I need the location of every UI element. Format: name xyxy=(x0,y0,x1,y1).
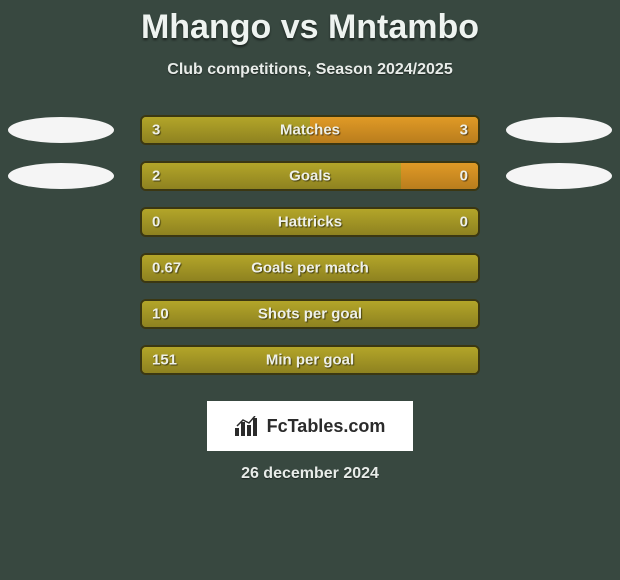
subtitle: Club competitions, Season 2024/2025 xyxy=(0,61,620,79)
stats-panel: 3Matches32Goals00Hattricks00.67Goals per… xyxy=(0,107,620,383)
stat-label: Hattricks xyxy=(142,214,478,231)
stat-row: 3Matches3 xyxy=(0,107,620,153)
stat-bar: 0Hattricks0 xyxy=(140,207,480,237)
stat-label: Matches xyxy=(142,122,478,139)
player-photo-right xyxy=(506,117,612,143)
stat-value-right: 0 xyxy=(460,168,468,185)
page-title: Mhango vs Mntambo xyxy=(0,0,620,47)
stat-row: 0Hattricks0 xyxy=(0,199,620,245)
stat-row: 2Goals0 xyxy=(0,153,620,199)
player-photo-left xyxy=(8,117,114,143)
player-photo-right xyxy=(506,163,612,189)
stat-label: Shots per goal xyxy=(142,306,478,323)
stat-label: Goals xyxy=(142,168,478,185)
stat-row: 151Min per goal xyxy=(0,337,620,383)
stat-bar: 151Min per goal xyxy=(140,345,480,375)
player-photo-left xyxy=(8,163,114,189)
stat-bar: 2Goals0 xyxy=(140,161,480,191)
stat-bar: 3Matches3 xyxy=(140,115,480,145)
stat-label: Min per goal xyxy=(142,352,478,369)
stat-value-right: 3 xyxy=(460,122,468,139)
stat-row: 10Shots per goal xyxy=(0,291,620,337)
stat-label: Goals per match xyxy=(142,260,478,277)
stat-value-right: 0 xyxy=(460,214,468,231)
chart-icon xyxy=(235,416,263,436)
date-label: 26 december 2024 xyxy=(0,465,620,483)
stat-row: 0.67Goals per match xyxy=(0,245,620,291)
stat-bar: 10Shots per goal xyxy=(140,299,480,329)
stat-bar: 0.67Goals per match xyxy=(140,253,480,283)
brand-text: FcTables.com xyxy=(267,416,386,437)
brand-logo: FcTables.com xyxy=(207,401,413,451)
